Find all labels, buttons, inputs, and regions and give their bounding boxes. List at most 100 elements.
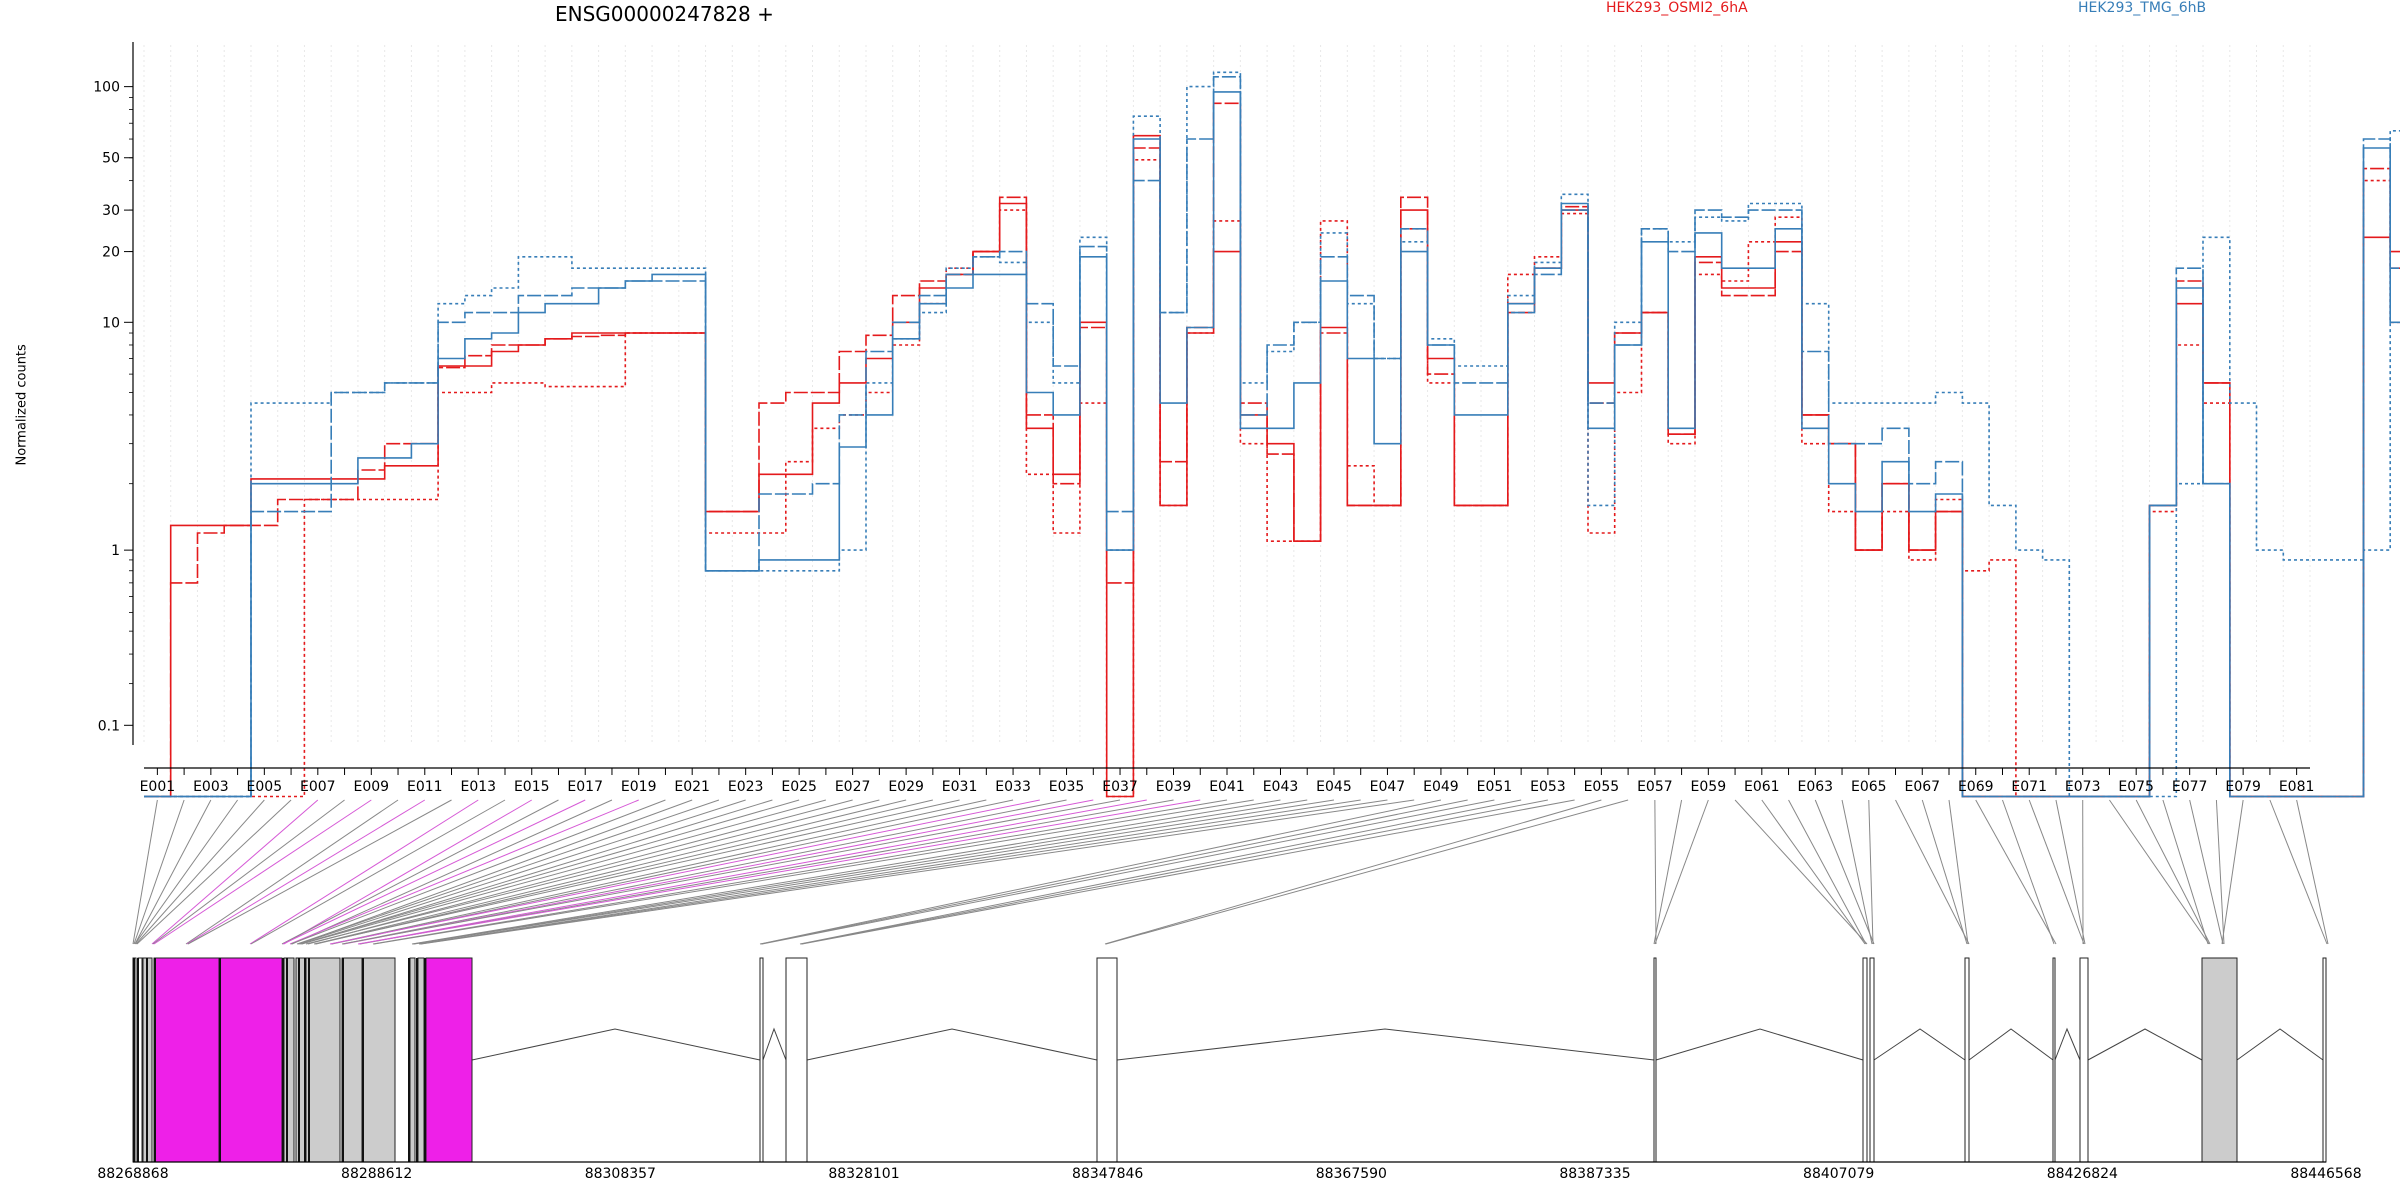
exon-edge-bar: [154, 958, 156, 1162]
x-tick-label: E057: [1637, 779, 1673, 795]
exon-connector: [418, 799, 1361, 945]
exon-connector: [1104, 799, 1602, 945]
exon-connector: [2189, 799, 2224, 945]
exon-connector: [343, 799, 1094, 945]
exon-connector: [358, 799, 1147, 945]
x-tick-label: E013: [460, 779, 496, 795]
genomic-tick-label: 88328101: [828, 1166, 899, 1182]
series-line-osmi2-dotted: [144, 159, 2400, 798]
exon-connector: [330, 799, 987, 945]
exon-connector: [186, 799, 426, 945]
exon-edge-bar: [133, 958, 135, 1162]
chart-title: ENSG00000247828 +: [555, 2, 774, 26]
exon-edge-bar: [304, 958, 306, 1162]
exon-connector: [411, 799, 1281, 945]
x-tick-label: E037: [1102, 779, 1138, 795]
exon-connector: [1654, 799, 1657, 945]
exon-connector: [250, 799, 506, 945]
exon-connector: [342, 799, 1067, 945]
exon-connector: [1761, 799, 1866, 945]
exon-box: [785, 957, 808, 1163]
exon-connector: [800, 799, 1548, 945]
exon-connector: [152, 799, 345, 945]
exon-connector: [249, 799, 479, 945]
x-tick-label: E023: [728, 779, 764, 795]
exon-connector: [2055, 799, 2086, 945]
x-tick-label: E027: [835, 779, 871, 795]
exon-connector: [298, 799, 693, 945]
exon-connector: [331, 799, 1014, 945]
intron-line: [471, 1028, 761, 1061]
x-tick-label: E067: [1904, 779, 1940, 795]
x-tick-label: E005: [247, 779, 283, 795]
exon-connector: [759, 799, 1442, 945]
exon-connector: [153, 799, 372, 945]
genomic-tick-label: 88426824: [2047, 1166, 2118, 1182]
exon-connector: [315, 799, 933, 945]
x-tick-label: E003: [193, 779, 229, 795]
x-axis-exon-ids: E001 E003 E005 E007 E009 E011 E013 E015 E017 E019…: [140, 767, 2314, 795]
series-lines: [144, 71, 2400, 798]
exon-box: [362, 957, 396, 1163]
genomic-tick-label: 88446568: [2290, 1166, 2361, 1182]
exon-connector: [305, 799, 880, 945]
x-tick-label: E007: [300, 779, 336, 795]
exon-connector: [1975, 799, 2057, 945]
x-tick-label: E019: [621, 779, 657, 795]
exon-box: [295, 957, 306, 1163]
exon-connector: [133, 799, 185, 945]
x-tick-label: E015: [514, 779, 550, 795]
exon-connector: [329, 799, 1040, 945]
intron-line: [1873, 1028, 1966, 1061]
x-tick-label: E055: [1584, 779, 1620, 795]
exon-connector: [185, 799, 399, 945]
x-tick-label: E039: [1156, 779, 1192, 795]
exon-connector: [1814, 799, 1875, 945]
exon-edge-bar: [424, 958, 426, 1162]
exon-connector: [291, 799, 613, 945]
series-line-osmi2-solid: [144, 134, 2400, 798]
exon-connector: [151, 799, 319, 945]
exon-box: [1096, 957, 1118, 1163]
exon-edge-bar: [408, 958, 410, 1162]
exon-edge-bar: [362, 958, 364, 1162]
exon-connector: [132, 799, 158, 945]
legend-entry-tmg: HEK293_TMG_6hB: [2078, 0, 2207, 16]
exon-box: [2201, 957, 2238, 1163]
exon-connector: [2162, 799, 2209, 945]
exon-connector: [300, 799, 827, 945]
x-tick-label: E033: [995, 779, 1031, 795]
x-tick-label: E025: [781, 779, 817, 795]
exon-edge-bar: [146, 958, 148, 1162]
x-tick-label: E051: [1477, 779, 1513, 795]
genomic-tick-label: 88288612: [341, 1166, 412, 1182]
x-tick-label: E069: [1958, 779, 1994, 795]
exon-connector: [373, 799, 1254, 945]
exon-connector: [341, 799, 1121, 945]
exon-box: [1653, 957, 1657, 1163]
exon-connector: [801, 799, 1575, 945]
exon-box: [218, 957, 283, 1163]
intron-line: [2236, 1028, 2324, 1061]
exon-edge-bar: [342, 958, 344, 1162]
y-tick-label: 0.1: [98, 718, 120, 734]
exon-connector: [289, 799, 639, 945]
exon-connector: [1654, 799, 1709, 945]
x-tick-label: E061: [1744, 779, 1780, 795]
exon-connector: [2135, 799, 2211, 945]
exon-connector: [420, 799, 1415, 945]
exon-box: [2052, 957, 2056, 1163]
x-tick-label: E063: [1798, 779, 1834, 795]
exon-connector: [135, 799, 265, 945]
y-tick-label: 100: [93, 80, 120, 96]
x-tick-label: E079: [2225, 779, 2261, 795]
exon-connector: [1788, 799, 1867, 945]
exon-connector: [136, 799, 292, 945]
exon-connector: [314, 799, 907, 945]
genomic-tick-label: 88367590: [1316, 1166, 1387, 1182]
x-tick-label: E021: [674, 779, 710, 795]
exon-connector: [301, 799, 773, 945]
exon-connector: [134, 799, 238, 945]
exon-connector: [299, 799, 800, 945]
